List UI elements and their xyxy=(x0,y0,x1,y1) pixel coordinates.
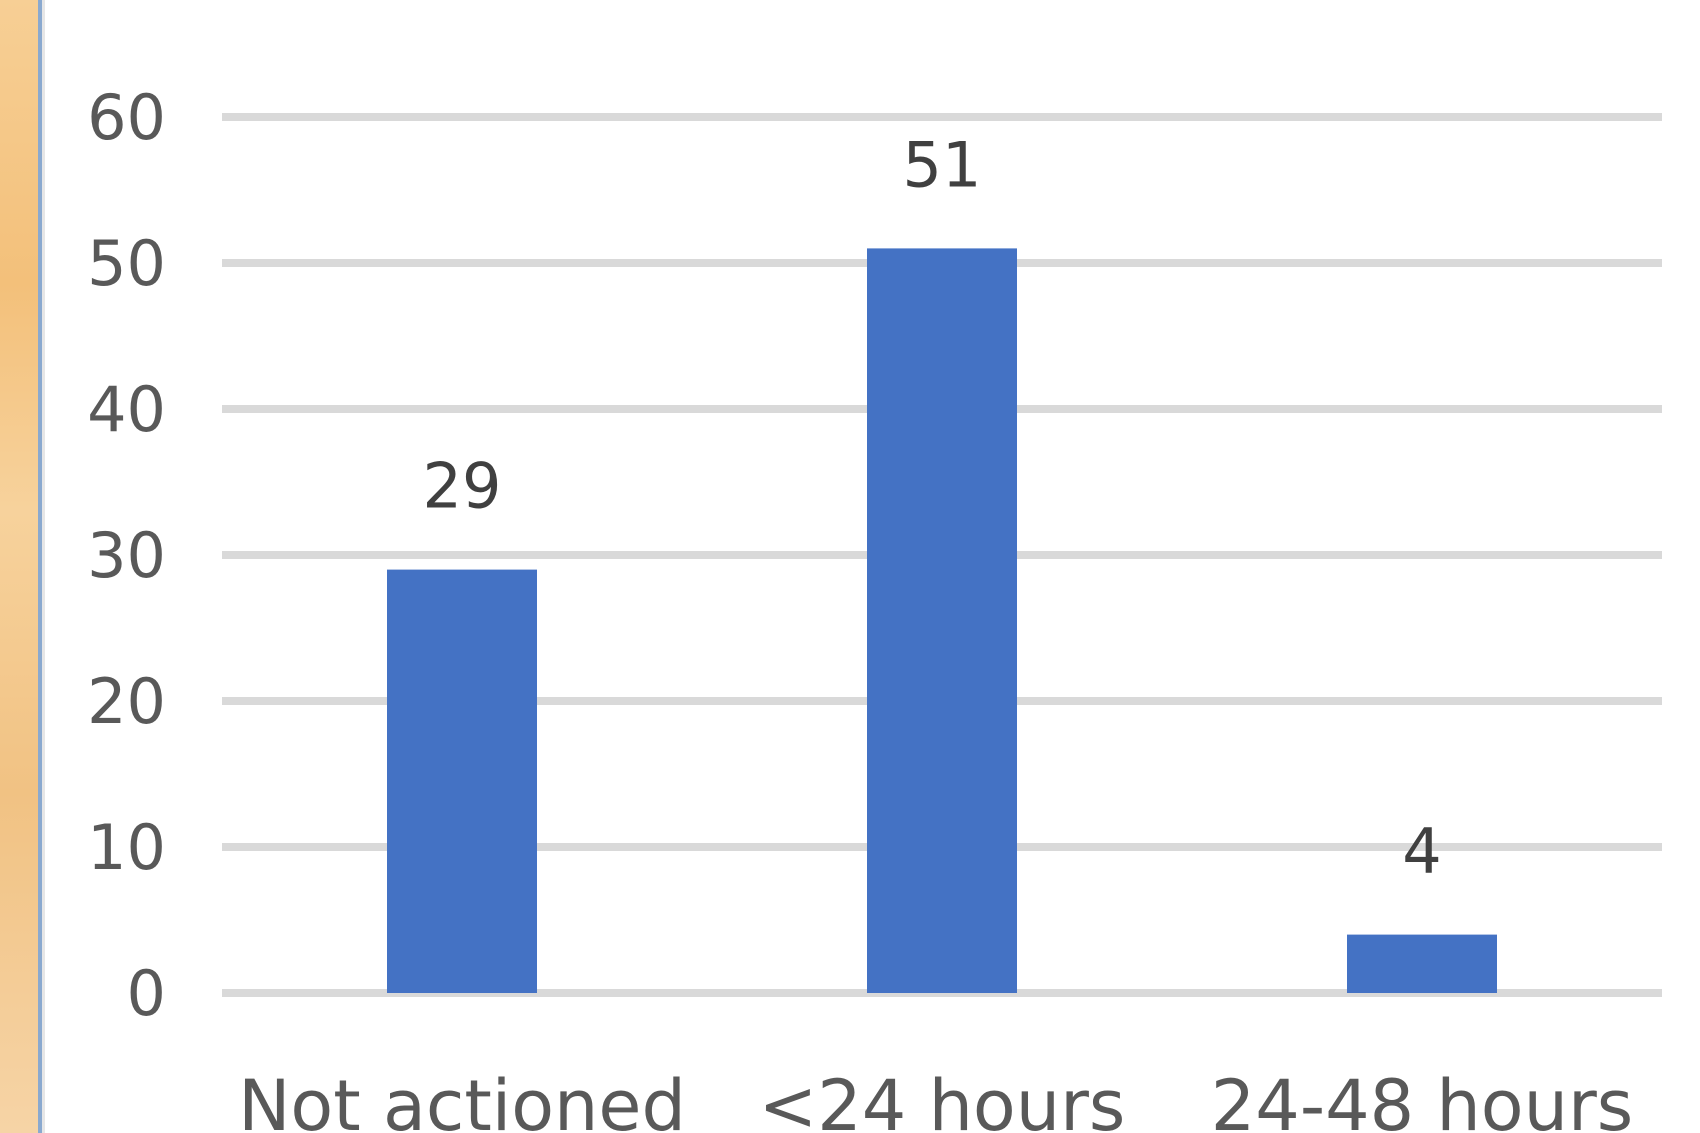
bars xyxy=(387,248,1497,993)
data-labels: 29 51 4 xyxy=(423,128,1442,887)
y-tick-label: 60 xyxy=(87,81,166,154)
y-tick-label: 40 xyxy=(87,373,166,446)
window-edge-border-inner xyxy=(42,0,45,1133)
data-label: 4 xyxy=(1402,815,1441,888)
y-tick-label: 10 xyxy=(87,811,166,884)
window-edge-border xyxy=(38,0,42,1133)
x-tick-label: <24 hours xyxy=(759,1065,1126,1133)
y-tick-label: 30 xyxy=(87,519,166,592)
data-label: 29 xyxy=(423,450,502,523)
y-tick-label: 20 xyxy=(87,665,166,738)
bar-1 xyxy=(867,248,1017,993)
x-tick-label: Not actioned xyxy=(238,1065,686,1133)
bar-2 xyxy=(1347,934,1497,993)
window-edge-strip xyxy=(0,0,38,1133)
x-axis-ticks: Not actioned <24 hours 24-48 hours xyxy=(238,1065,1633,1133)
bar-0 xyxy=(387,569,537,993)
y-axis-ticks: 0 10 20 30 40 50 60 xyxy=(87,81,166,1030)
x-tick-label: 24-48 hours xyxy=(1211,1065,1633,1133)
y-tick-label: 0 xyxy=(127,957,166,1030)
y-tick-label: 50 xyxy=(87,227,166,300)
data-label: 51 xyxy=(903,128,982,201)
